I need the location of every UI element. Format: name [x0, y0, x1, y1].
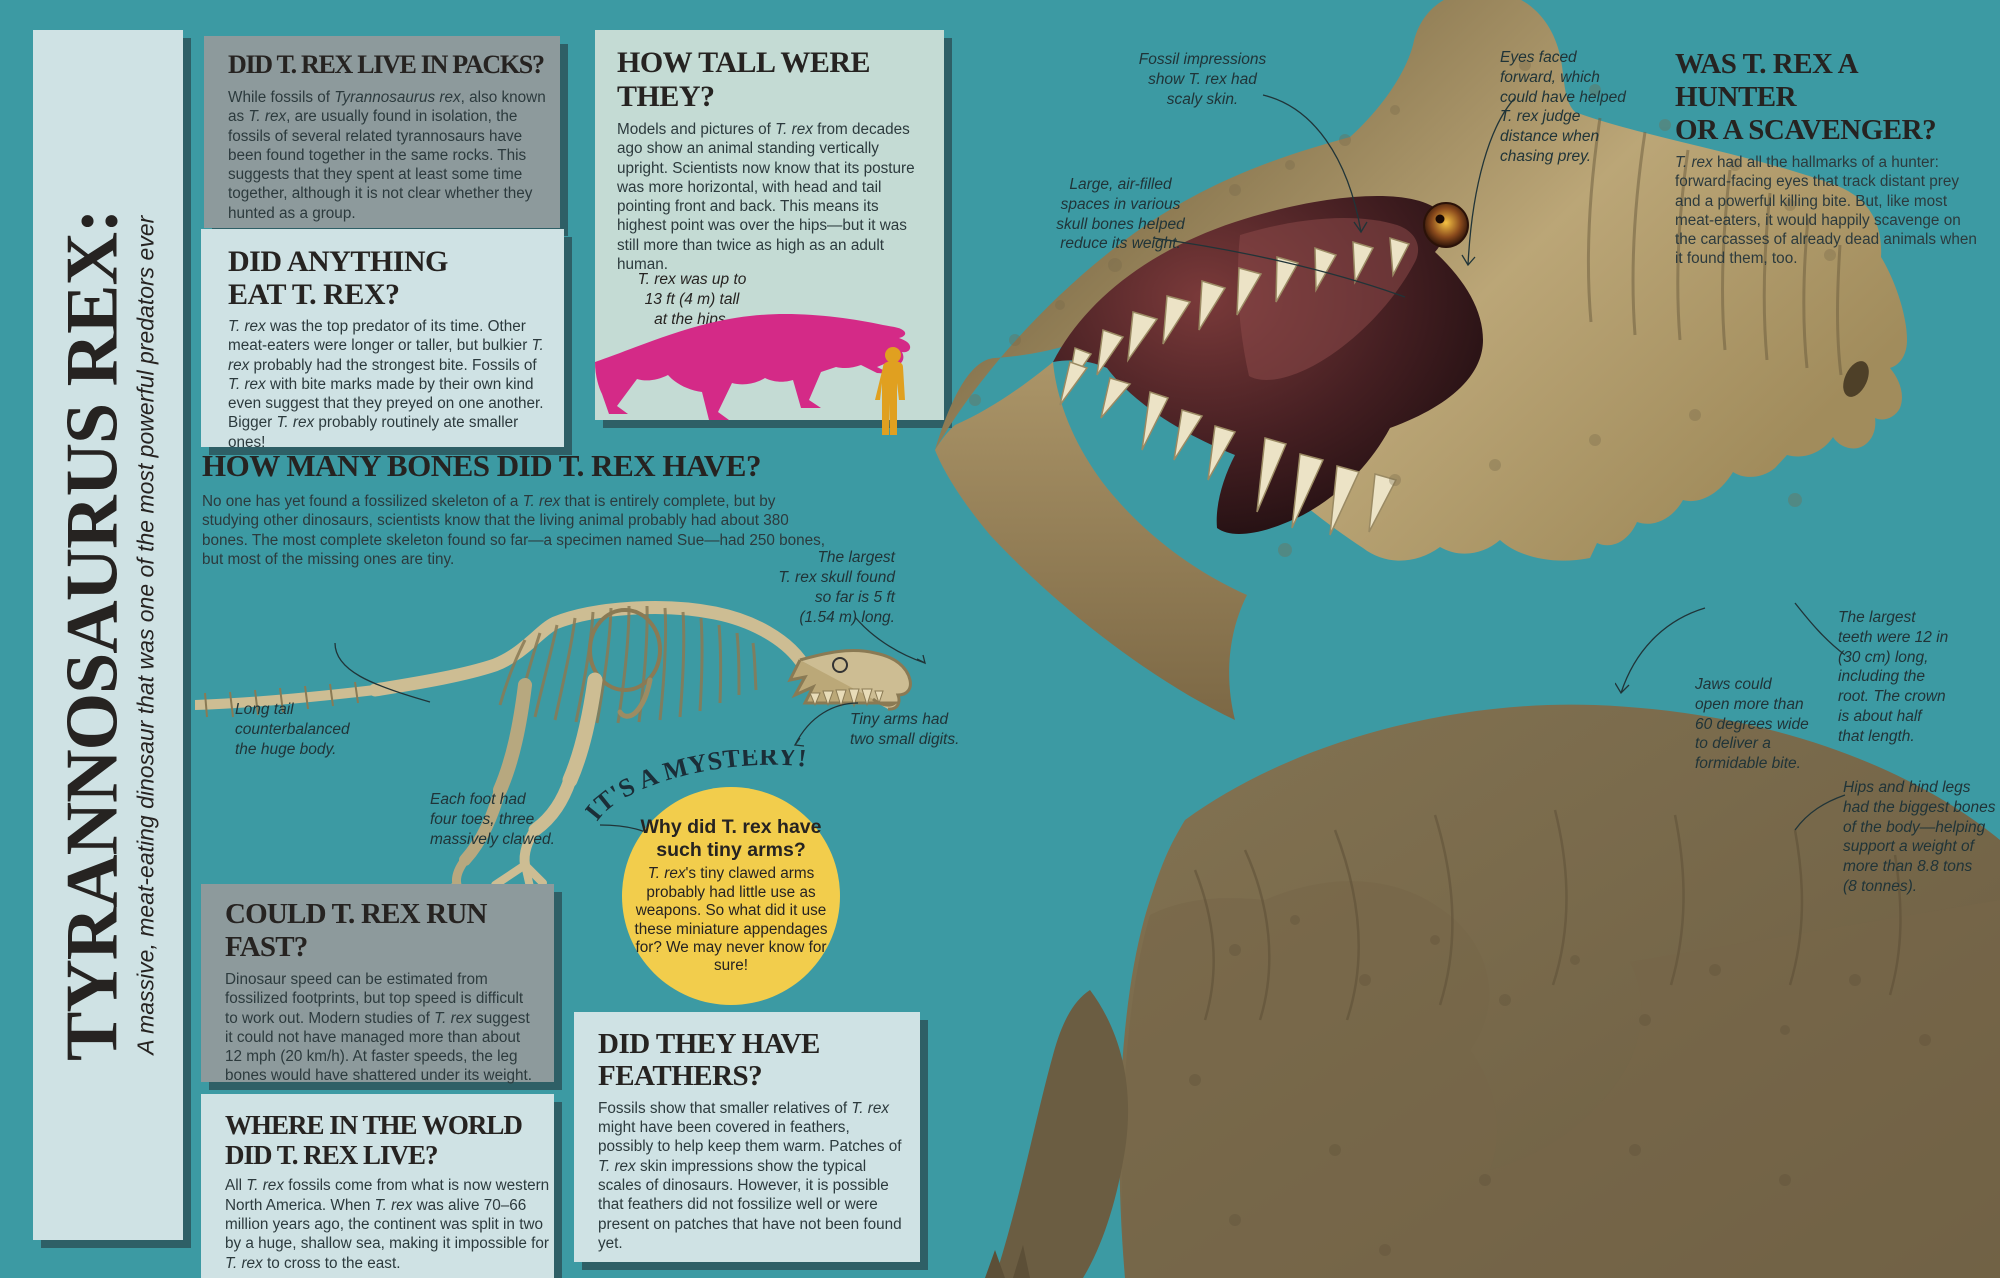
- svg-text:IT'S A MYSTERY!: IT'S A MYSTERY!: [585, 750, 808, 825]
